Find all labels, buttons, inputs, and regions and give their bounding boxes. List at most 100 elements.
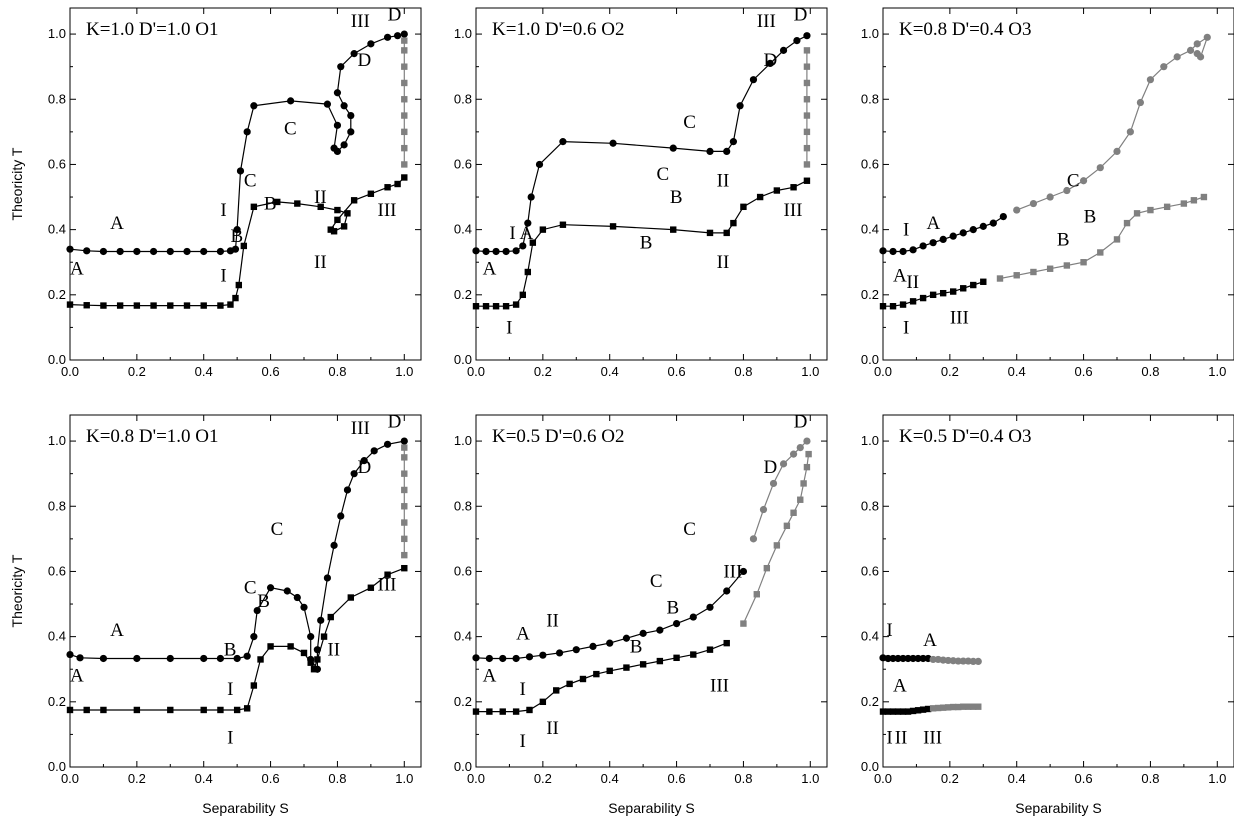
square-marker [1113,236,1121,243]
square-marker [656,657,664,665]
circle-marker [1173,53,1181,61]
square-marker [773,187,781,194]
square-marker [401,519,408,526]
square-marker [401,112,408,119]
circle-marker [383,33,392,41]
square-marker [950,703,957,711]
circle-marker [340,102,348,110]
panel-title: K=1.0 D'=0.6 O2 [492,19,625,40]
square-marker [401,63,408,70]
square-marker [939,704,947,711]
circle-marker [527,193,535,201]
square-marker [944,704,952,711]
square-marker [300,649,308,657]
square-marker [975,703,982,710]
square-marker [805,450,812,458]
x-axis-label: Separability S [202,800,288,816]
panel-title: K=0.8 D'=1.0 O1 [86,426,219,447]
square-marker [1013,272,1020,279]
circle-marker [66,650,74,659]
circle-marker [749,76,758,84]
plot-frame [475,414,828,768]
circle-marker [383,440,392,448]
y-tick-label: 0.4 [454,222,472,237]
circle-marker [899,654,907,663]
circle-marker [669,144,677,152]
circle-marker [904,654,912,663]
square-marker [1063,262,1071,269]
square-marker [183,302,191,309]
y-tick-label: 0.4 [861,629,879,644]
circle-marker [729,138,738,146]
x-tick-label: 0.4 [601,364,619,379]
square-marker [919,706,927,713]
square-marker [539,226,547,233]
y-tick-label: 0.8 [861,498,879,513]
circle-marker [394,32,402,40]
y-tick-label: 0.0 [454,352,472,367]
region-annotation: B [257,591,270,612]
square-marker [1046,265,1054,272]
x-tick-label: 0.0 [874,364,892,379]
region-annotation: C [683,519,696,540]
circle-marker [233,654,241,663]
x-tick-label: 1.0 [395,771,413,786]
square-marker [401,128,408,136]
y-axis-label: Theoricity T [9,554,25,627]
square-marker [763,564,771,572]
region-annotation: C [657,164,670,185]
x-tick-label: 0.8 [1141,771,1159,786]
circle-marker [779,460,788,468]
circle-marker [589,642,597,651]
region-annotation: II [327,640,340,661]
square-marker [167,302,174,309]
region-annotation: B [1057,229,1070,250]
square-marker [294,200,301,207]
square-marker [955,703,962,711]
square-marker [307,659,314,666]
circle-marker [333,121,342,129]
square-marker [929,291,937,299]
circle-marker [736,102,744,110]
region-annotation: A [70,259,84,280]
square-marker [889,303,897,310]
circle-marker [919,242,927,250]
circle-marker [929,239,937,247]
circle-marker [954,657,962,665]
square-marker [879,708,887,715]
x-tick-label: 0.6 [1075,771,1093,786]
square-marker [512,708,520,715]
circle-marker [333,147,342,156]
square-marker [996,275,1004,282]
circle-marker [149,247,158,256]
x-tick-label: 0.4 [195,364,213,379]
region-annotation: D [357,457,371,478]
square-marker [401,174,408,181]
square-marker [217,302,224,309]
circle-marker [116,247,124,256]
y-tick-label: 0.0 [48,759,66,774]
region-annotation: D [388,412,402,433]
circle-marker [133,247,141,256]
square-marker [267,643,274,650]
circle-marker [535,160,544,169]
plot-frame [475,7,828,361]
series-line-2 [752,440,808,540]
square-marker [317,203,324,211]
circle-marker [485,654,493,663]
square-marker [499,708,506,715]
circle-marker [884,654,892,663]
region-annotation: B [230,226,243,247]
y-tick-label: 0.2 [454,694,472,709]
square-marker [200,706,207,714]
circle-marker [539,651,547,659]
region-annotation: I [509,223,515,244]
square-marker [100,706,107,714]
square-marker [960,703,967,710]
circle-marker [919,654,927,663]
square-marker [670,226,677,233]
y-tick-label: 0.8 [48,498,66,513]
square-marker [803,79,811,87]
x-tick-label: 1.0 [1208,364,1226,379]
x-tick-label: 0.0 [467,364,485,379]
